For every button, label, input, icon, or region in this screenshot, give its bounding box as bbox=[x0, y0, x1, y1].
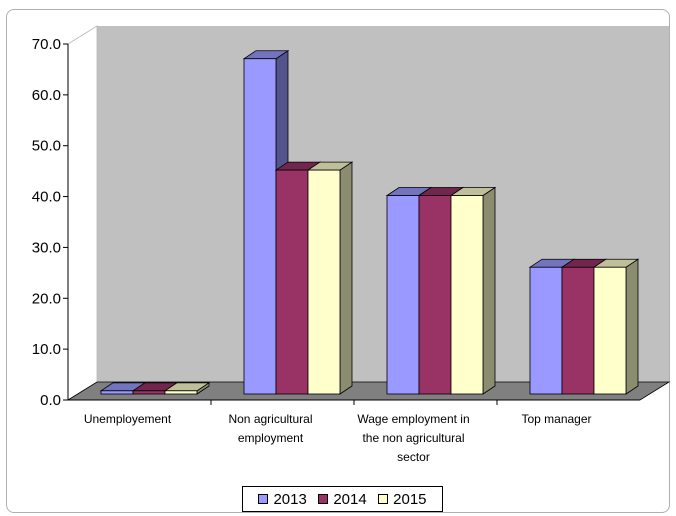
bar-2015-1 bbox=[306, 161, 354, 395]
y-axis: 0.0 10.0 20.0 30.0 40.0 50.0 60.0 70.0 bbox=[32, 36, 640, 409]
legend-swatch-2015 bbox=[378, 494, 389, 504]
side-wall bbox=[67, 25, 98, 401]
bar-2015-3 bbox=[592, 258, 640, 395]
y-tick-label: 30.0 bbox=[32, 239, 61, 256]
y-tick-label: 0.0 bbox=[40, 392, 61, 409]
y-tick-label: 50.0 bbox=[32, 138, 61, 155]
bars bbox=[99, 49, 640, 395]
x-tick-label: Non agricultural employment bbox=[228, 412, 312, 445]
legend-item-2013: 2013 bbox=[258, 490, 307, 508]
x-tick-label: Top manager bbox=[521, 412, 591, 426]
y-tick-label: 70.0 bbox=[32, 36, 61, 53]
y-tick-label: 10.0 bbox=[32, 341, 61, 358]
legend-item-2015: 2015 bbox=[378, 490, 427, 508]
y-tick-label: 20.0 bbox=[32, 290, 61, 307]
legend-label-2013: 2013 bbox=[273, 490, 307, 508]
legend-swatch-2013 bbox=[258, 494, 269, 504]
bar-2015-0 bbox=[163, 382, 211, 395]
legend-label-2015: 2015 bbox=[393, 490, 427, 508]
back-wall bbox=[97, 26, 669, 382]
x-tick-label: Wage employment in the non agricultural se… bbox=[357, 412, 469, 464]
bar-2015-2 bbox=[449, 186, 497, 395]
legend-swatch-2014 bbox=[318, 494, 329, 504]
y-tick-label: 40.0 bbox=[32, 189, 61, 206]
legend-label-2014: 2014 bbox=[333, 490, 367, 508]
legend-item-2014: 2014 bbox=[318, 490, 367, 508]
x-tick-label: Unemployement bbox=[84, 412, 172, 426]
x-axis-labels: Unemployement Non agricultural employment W… bbox=[84, 412, 592, 464]
y-tick-label: 60.0 bbox=[32, 87, 61, 104]
legend: 2013 2014 2015 bbox=[242, 486, 443, 512]
